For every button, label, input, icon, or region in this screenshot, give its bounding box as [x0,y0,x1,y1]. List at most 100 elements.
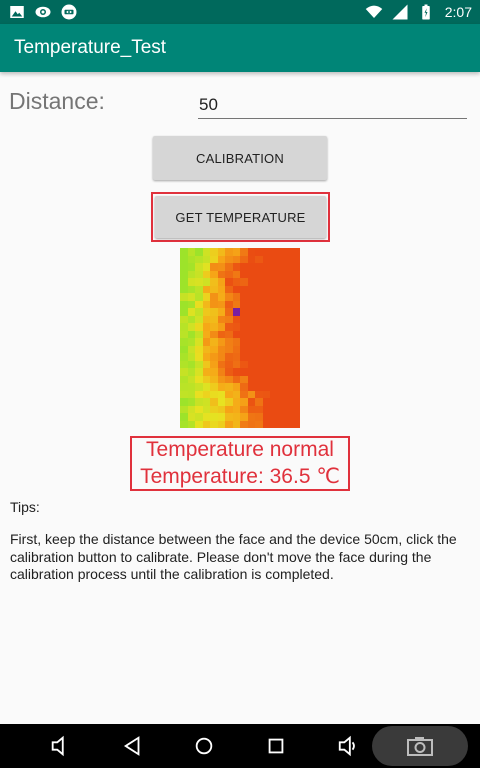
thermal-pixel [232,413,240,421]
thermal-pixel [232,255,240,263]
thermal-pixel [232,248,240,256]
thermal-pixel [225,413,233,421]
thermal-pixel [187,338,195,346]
thermal-pixel [180,420,188,428]
thermal-pixel [180,278,188,286]
distance-label: Distance: [9,88,105,114]
thermal-pixel [285,263,293,271]
thermal-pixel [255,315,263,323]
thermal-pixel [225,383,233,391]
thermal-pixel [285,398,293,406]
thermal-pixel [225,345,233,353]
thermal-pixel [255,405,263,413]
thermal-pixel [277,330,285,338]
thermal-pixel [210,285,218,293]
thermal-pixel [210,375,218,383]
thermal-pixel [262,345,270,353]
thermal-pixel [225,360,233,368]
thermal-pixel [240,398,248,406]
thermal-pixel [270,368,278,376]
thermal-pixel [232,383,240,391]
thermal-pixel [202,300,210,308]
thermal-pixel [240,248,248,256]
thermal-pixel [225,255,233,263]
volume-up-icon[interactable] [337,735,359,757]
thermal-pixel [210,308,218,316]
thermal-pixel [262,368,270,376]
thermal-pixel [277,368,285,376]
thermal-pixel [240,420,248,428]
thermal-pixel [202,375,210,383]
thermal-pixel [285,360,293,368]
thermal-pixel [210,405,218,413]
thermal-pixel [202,315,210,323]
home-icon[interactable] [193,735,215,757]
thermal-pixel [217,338,225,346]
thermal-pixel [232,330,240,338]
thermal-pixel [285,353,293,361]
thermal-pixel [187,285,195,293]
calibration-button[interactable]: CALIBRATION [153,136,327,180]
thermal-pixel [225,285,233,293]
thermal-pixel [217,248,225,256]
thermal-pixel [210,315,218,323]
thermal-pixel [232,308,240,316]
distance-input[interactable] [198,88,467,119]
thermal-pixel [225,338,233,346]
thermal-pixel [277,270,285,278]
thermal-pixel [277,255,285,263]
thermal-pixel [270,255,278,263]
temperature-status: Temperature normal [146,438,334,461]
volume-down-icon[interactable] [49,735,71,757]
thermal-pixel [247,308,255,316]
app-title: Temperature_Test [14,37,167,58]
thermal-pixel [225,398,233,406]
thermal-pixel [217,413,225,421]
thermal-pixel [225,315,233,323]
thermal-pixel [292,390,300,398]
thermal-pixel [255,375,263,383]
thermal-pixel [240,255,248,263]
thermal-pixel [270,285,278,293]
thermal-pixel [240,263,248,271]
thermal-pixel [270,263,278,271]
thermal-pixel [240,293,248,301]
thermal-pixel [217,278,225,286]
thermal-pixel [187,255,195,263]
tips-title: Tips: [10,499,40,515]
thermal-pixel [285,308,293,316]
thermal-pixel [180,315,188,323]
thermal-pixel [255,285,263,293]
thermal-pixel [217,368,225,376]
thermal-pixel [240,390,248,398]
thermal-pixel [270,383,278,391]
thermal-pixel [262,308,270,316]
thermal-pixel [232,345,240,353]
thermal-pixel [187,375,195,383]
thermal-pixel [277,323,285,331]
thermal-pixel [285,330,293,338]
thermal-pixel [195,413,203,421]
thermal-pixel [195,293,203,301]
thermal-pixel [262,398,270,406]
back-icon[interactable] [122,735,144,757]
camera-button[interactable] [372,726,468,766]
thermal-pixel [270,278,278,286]
thermal-pixel [240,368,248,376]
thermal-pixel [247,278,255,286]
thermal-pixel [277,360,285,368]
get-temperature-button[interactable]: GET TEMPERATURE [155,196,326,238]
thermal-pixel [255,270,263,278]
recents-icon[interactable] [265,735,287,757]
thermal-pixel [247,383,255,391]
thermal-pixel [240,330,248,338]
thermal-pixel [285,315,293,323]
thermal-pixel [240,405,248,413]
thermal-pixel [187,345,195,353]
thermal-pixel [187,405,195,413]
thermal-pixel [240,360,248,368]
thermal-pixel [232,338,240,346]
thermal-pixel [247,405,255,413]
thermal-pixel [217,405,225,413]
thermal-pixel [195,300,203,308]
